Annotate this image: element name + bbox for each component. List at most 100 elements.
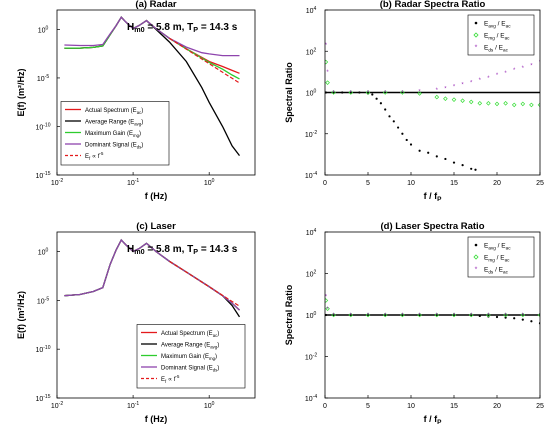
axes-frame bbox=[324, 9, 541, 176]
plot-marks bbox=[64, 238, 241, 318]
legend-label: Eds / Eac bbox=[484, 44, 509, 52]
point-avg bbox=[388, 115, 391, 118]
point-avg bbox=[435, 313, 438, 317]
point-mg bbox=[460, 98, 465, 104]
point-avg bbox=[530, 320, 533, 323]
legend-label: Actual Spectrum (Eac) bbox=[161, 331, 219, 338]
plot-marks: *** * * * * * * * * * * * * bbox=[325, 294, 540, 325]
point-ds: * bbox=[539, 60, 542, 66]
panel-title: (b) Radar Spectra Ratio bbox=[380, 0, 486, 10]
y-tick-label: 104 bbox=[306, 6, 317, 15]
y-tick-label: 10-10 bbox=[35, 345, 50, 354]
x-tick-label: 0 bbox=[323, 403, 327, 410]
axes-frame bbox=[56, 231, 256, 399]
point-ds: * bbox=[350, 91, 353, 97]
point-avg bbox=[427, 151, 430, 154]
point-ds: * bbox=[479, 78, 482, 84]
point-mg bbox=[443, 96, 448, 102]
point-avg bbox=[452, 313, 456, 317]
x-tick-label: 100 bbox=[204, 401, 215, 410]
point-ds: * bbox=[513, 68, 516, 74]
axes-frame bbox=[56, 9, 256, 176]
axes-frame bbox=[324, 231, 541, 399]
x-tick-label: 15 bbox=[450, 180, 458, 187]
point-mg bbox=[325, 306, 330, 312]
point-mg bbox=[325, 59, 329, 65]
panel-title: (a) Radar bbox=[135, 0, 176, 10]
point-ds: * bbox=[470, 81, 473, 87]
point-ds: * bbox=[470, 313, 473, 319]
x-axis-label: f (Hz) bbox=[145, 191, 168, 201]
point-mg bbox=[382, 312, 388, 318]
panel-d: *** * * * * * * * * * * * *0 5 10 15 20 2510-410-21001021… bbox=[284, 221, 544, 426]
point-ds: * bbox=[367, 313, 370, 319]
panel-c: 10-2 10-1 100 10-15 10-10 10-5 100 (c) Laser f (… bbox=[16, 221, 256, 424]
legend-label: Maximum Gain (Emg) bbox=[85, 131, 141, 138]
point-ds: * bbox=[350, 313, 353, 319]
point-mg bbox=[417, 91, 422, 96]
point-mg bbox=[417, 312, 422, 318]
legend-label: Maximum Gain (Emg) bbox=[161, 354, 217, 361]
point-ds: * bbox=[332, 313, 335, 319]
legend-label: Emg / Eac bbox=[484, 32, 510, 40]
point-avg bbox=[435, 155, 438, 158]
x-tick-label: 25 bbox=[536, 180, 544, 187]
point-mg bbox=[451, 312, 457, 318]
series-line bbox=[169, 260, 240, 307]
legend-box bbox=[136, 324, 246, 389]
point-mg bbox=[325, 298, 329, 303]
x-tick-label: 10 bbox=[407, 180, 415, 187]
x-tick-label: 5 bbox=[366, 180, 370, 187]
y-axis-label: E(f) (m²/Hz) bbox=[16, 291, 26, 339]
point-mg bbox=[503, 100, 508, 106]
point-mg bbox=[529, 102, 534, 108]
point-ds: * bbox=[401, 313, 404, 319]
x-tick-label: 25 bbox=[536, 403, 544, 410]
point-ds: * bbox=[487, 76, 490, 82]
point-mg bbox=[494, 101, 500, 107]
point-ds: * bbox=[436, 313, 439, 319]
x-tick-label: 100 bbox=[204, 178, 215, 187]
point-mg bbox=[434, 312, 440, 318]
point-avg bbox=[452, 161, 456, 164]
point-mg bbox=[325, 80, 330, 85]
point-mg bbox=[486, 312, 491, 318]
y-tick-label: 102 bbox=[306, 47, 317, 56]
panel-b: * * * * * * * * * * * * * * * * * * * * * 0 5 10 15 20 25 10-4 10-2 1… bbox=[284, 0, 544, 203]
annotation-hm0-tp: Hm0 = 5.8 m, TP = 14.3 s bbox=[127, 22, 238, 34]
y-tick-label: 104 bbox=[306, 228, 317, 237]
x-tick-label: 10-2 bbox=[51, 178, 63, 187]
y-tick-label: 10-4 bbox=[305, 394, 317, 403]
legend-label: Average Range (Eavg) bbox=[85, 119, 143, 126]
series-line bbox=[64, 16, 240, 57]
legend-marker: * bbox=[475, 267, 478, 274]
point-avg bbox=[401, 313, 404, 317]
point-avg bbox=[358, 91, 361, 94]
legend-label: Eavg / Eac bbox=[484, 20, 511, 28]
panel-a: 10-2 10-1 100 10-15 10-10 10-5 100 (a) Radar f (… bbox=[16, 0, 256, 201]
x-tick-label: 15 bbox=[450, 403, 458, 410]
y-tick-label: 10-4 bbox=[305, 171, 317, 180]
point-mg bbox=[451, 97, 457, 102]
point-ds: * bbox=[418, 313, 421, 319]
legend-box bbox=[467, 236, 535, 278]
legend-marker bbox=[473, 254, 479, 260]
point-mg bbox=[400, 312, 405, 318]
y-tick-label: 10-2 bbox=[305, 130, 317, 139]
point-avg bbox=[409, 143, 413, 146]
point-ds: * bbox=[326, 70, 329, 76]
legend-label: Ef ∝ f-5 bbox=[161, 374, 180, 384]
legend-marker bbox=[474, 243, 478, 247]
plot-marks bbox=[64, 16, 241, 156]
point-mg bbox=[486, 100, 491, 106]
point-avg bbox=[397, 126, 400, 129]
point-avg bbox=[521, 318, 524, 321]
point-avg bbox=[332, 313, 335, 317]
point-mg bbox=[520, 101, 526, 107]
point-mg bbox=[511, 102, 517, 108]
point-ds: * bbox=[325, 294, 328, 300]
point-mg bbox=[365, 90, 371, 95]
y-tick-label: 10-15 bbox=[35, 394, 50, 403]
legend-label: Ef ∝ f-5 bbox=[85, 151, 104, 161]
